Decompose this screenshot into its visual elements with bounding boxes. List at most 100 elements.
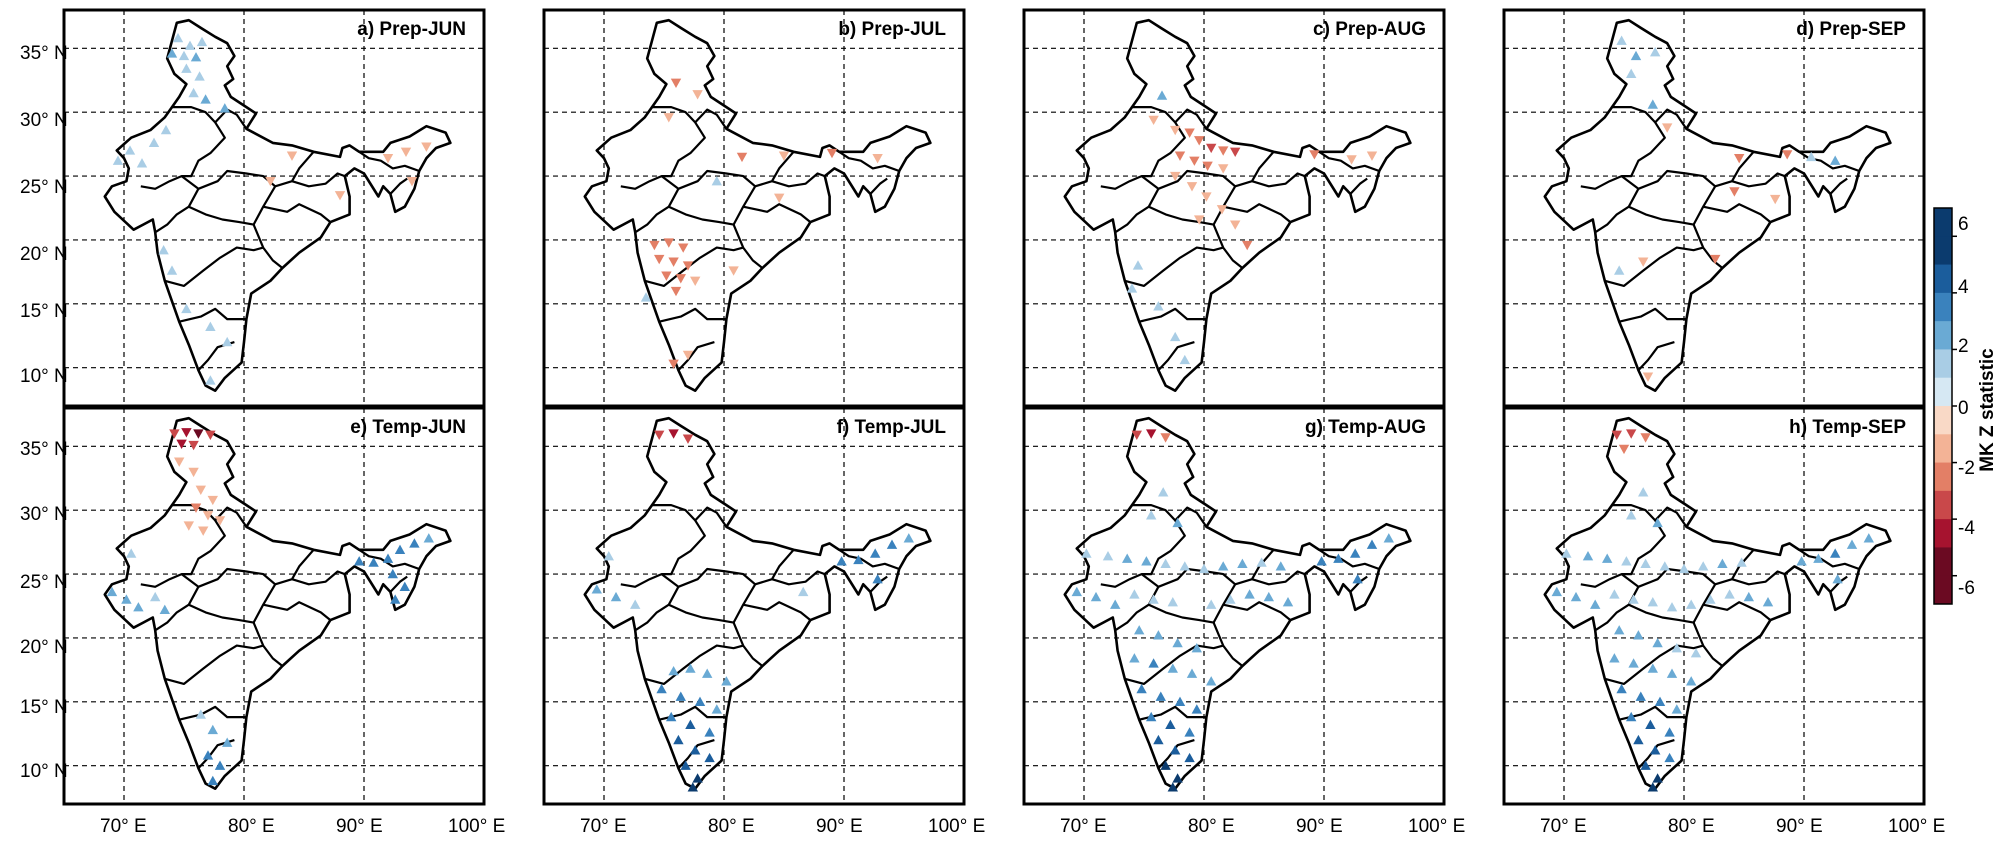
trend-marker-down (690, 276, 701, 287)
trend-marker-down (668, 359, 679, 370)
x-tick-label: 80° E (228, 816, 275, 837)
trend-marker-up (853, 554, 864, 565)
y-axis-bottom: 35° N 30° N 25° N 20° N 15° N 10° N (20, 439, 68, 782)
trend-marker-up (205, 321, 216, 331)
trend-marker-down (654, 430, 665, 441)
state-boundary (1692, 622, 1724, 667)
trend-marker-up (222, 336, 233, 347)
trend-marker-up (188, 87, 199, 98)
x-axis-col-2: 70° E 80° E 90° E 100° E (580, 816, 985, 837)
trend-marker-up (1690, 648, 1702, 658)
trend-marker-up (1129, 653, 1140, 663)
state-boundary (771, 172, 826, 188)
trend-marker-down (692, 90, 703, 100)
state-boundary (1132, 504, 1186, 576)
trend-marker-up (200, 94, 211, 104)
state-boundary (1124, 246, 1224, 287)
india-outline (1543, 18, 1892, 392)
trend-marker-up (1654, 696, 1666, 706)
state-boundary (1148, 583, 1237, 624)
trend-marker-up (1366, 539, 1378, 549)
trend-marker-up (1206, 599, 1217, 609)
trend-marker-up (1633, 734, 1644, 745)
trend-marker-up (1090, 591, 1102, 602)
trend-marker-up (1621, 556, 1632, 566)
trend-marker-up (1614, 265, 1625, 275)
trend-marker-down (1618, 444, 1630, 455)
state-boundary (172, 106, 226, 178)
trend-marker-up (886, 539, 898, 549)
state-boundary (838, 150, 900, 173)
colorbar-tick-label: 4 (1958, 277, 1969, 298)
panel-frame (1022, 406, 1446, 806)
state-boundary (1222, 601, 1292, 621)
panel-content (544, 408, 964, 804)
trend-marker-up (1126, 283, 1138, 293)
trend-marker-up (1659, 561, 1670, 571)
colorbar-tick-label: 6 (1958, 214, 1969, 235)
trend-marker-down (1184, 128, 1195, 138)
panel-frame (542, 406, 966, 806)
trend-marker-up (1717, 558, 1728, 569)
state-boundary (291, 172, 346, 188)
trend-marker-up (603, 550, 614, 561)
state-boundary (1702, 601, 1772, 621)
trend-marker-up (1184, 752, 1195, 763)
state-boundary (1318, 150, 1380, 173)
trend-marker-down (207, 495, 218, 506)
state-boundary (389, 575, 408, 593)
trend-marker-up (680, 760, 691, 770)
trend-marker-down (728, 266, 739, 276)
state-boundary (1637, 151, 1755, 190)
trend-marker-up (1638, 487, 1649, 497)
trend-marker-down (1638, 257, 1649, 267)
trend-marker-up (1705, 594, 1716, 604)
trend-marker-up (1174, 696, 1186, 706)
colorbar-segment (1934, 292, 1952, 322)
trend-marker-up (685, 719, 696, 729)
map-panel-g: g) Temp-AUG (1022, 406, 1446, 806)
x-tick-label: 80° E (708, 816, 755, 837)
trend-marker-down (190, 503, 202, 513)
trend-marker-up (1626, 711, 1637, 722)
colorbar-segment (1934, 208, 1952, 237)
state-boundary (1692, 224, 1724, 269)
trend-marker-up (1134, 625, 1145, 635)
trend-marker-up (160, 124, 172, 135)
trend-marker-up (1172, 517, 1183, 528)
india-outline (583, 416, 932, 790)
state-boundary (1628, 185, 1717, 226)
colorbar-ticks: 6 4 2 0 -2 -4 -6 (1958, 214, 1975, 599)
state-boundary (658, 307, 727, 323)
state-boundary (140, 573, 200, 632)
trend-marker-up (1179, 561, 1190, 571)
trend-marker-up (354, 556, 365, 566)
trend-marker-up (222, 737, 233, 747)
trend-marker-up (121, 594, 132, 604)
trend-marker-up (1206, 676, 1217, 686)
state-boundary (652, 106, 706, 178)
trend-marker-up (399, 581, 410, 591)
trend-marker-down (1174, 151, 1186, 161)
trend-marker-up (1664, 752, 1675, 763)
trend-marker-up (1148, 594, 1159, 604)
trend-marker-up (1170, 745, 1181, 755)
trend-marker-up (158, 244, 169, 255)
trend-marker-down (1194, 136, 1205, 146)
trend-marker-down (682, 350, 694, 361)
trend-marker-up (1184, 727, 1195, 737)
state-boundary (1138, 307, 1207, 323)
trend-marker-up (1616, 683, 1627, 694)
trend-marker-up (692, 773, 703, 783)
trend-marker-up (1626, 510, 1637, 520)
trend-marker-down (675, 274, 686, 284)
y-tick-label: 35° N (20, 439, 68, 460)
trend-marker-down (181, 428, 192, 438)
x-axis-col-4: 70° E 80° E 90° E 100° E (1540, 816, 1945, 837)
trend-marker-down (1194, 215, 1205, 225)
trend-marker-up (1146, 711, 1157, 722)
trend-marker-up (836, 556, 847, 566)
trend-marker-up (1671, 642, 1682, 653)
trend-marker-down (286, 151, 298, 161)
colorbar-label: MK Z statistic (1977, 348, 1998, 472)
